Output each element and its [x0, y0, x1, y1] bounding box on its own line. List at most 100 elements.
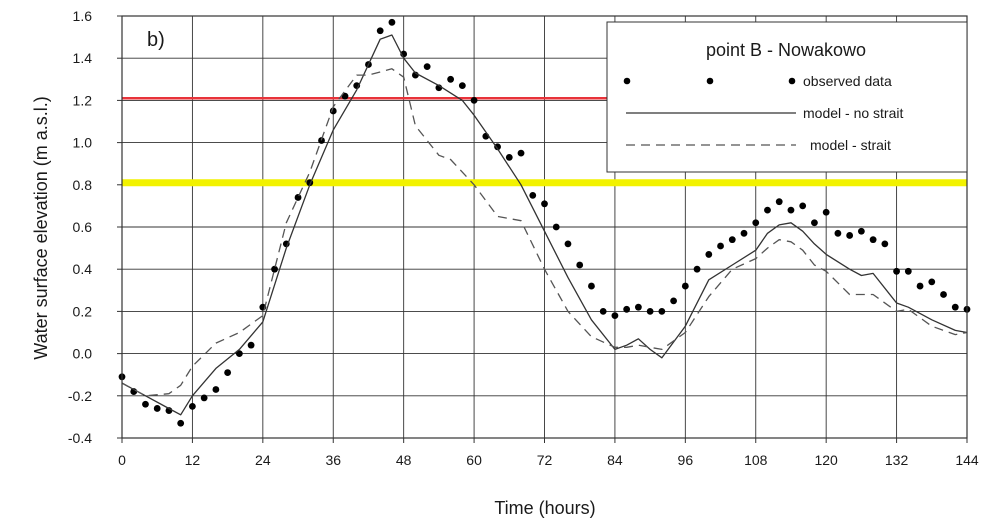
observed-data-point	[951, 303, 959, 311]
legend-box	[606, 21, 968, 173]
y-tick-label: 1.6	[73, 8, 93, 24]
observed-data-point	[846, 232, 854, 239]
y-tick-label: -0.2	[68, 388, 92, 404]
series-layer	[118, 18, 971, 427]
observed-data-point	[670, 297, 677, 305]
observed-data-point	[247, 341, 255, 349]
x-tick-label: 84	[607, 452, 623, 468]
observed-data-point	[646, 308, 654, 315]
observed-data-point	[505, 153, 513, 161]
observed-data-point	[564, 240, 572, 248]
y-tick-label: 0.0	[73, 346, 93, 362]
x-tick-label: 108	[744, 452, 768, 468]
observed-data-point	[447, 75, 455, 83]
legend-label-strait: model - strait	[810, 137, 891, 153]
legend-title: point B - Nowakowo	[706, 40, 866, 60]
y-tick-label: 0.2	[73, 303, 93, 319]
series-line-model-no-strait	[121, 34, 968, 416]
legend-item-observed: observed data	[623, 73, 892, 89]
observed-data-point	[329, 107, 337, 115]
legend-label-no-strait: model - no strait	[803, 105, 903, 121]
observed-data-point	[740, 229, 748, 237]
y-tick-label: 1.0	[73, 135, 93, 151]
panel-label: b)	[147, 29, 165, 51]
x-axis-ticks: 0 12 24 36 48 60 72 84 96 108 120 132 144	[118, 438, 979, 468]
observed-data-point	[623, 305, 631, 313]
observed-data-point	[376, 27, 384, 35]
observed-data-point	[318, 137, 325, 144]
legend-marker-dot	[788, 77, 796, 85]
observed-data-point	[634, 303, 642, 311]
observed-data-point	[787, 206, 795, 214]
y-tick-label: 0.6	[73, 219, 93, 235]
observed-data-point	[834, 229, 842, 237]
observed-data-point	[423, 63, 431, 71]
observed-data-point	[341, 92, 349, 100]
observed-data-point	[916, 282, 924, 290]
x-tick-label: 36	[325, 452, 341, 468]
observed-data-point	[857, 227, 865, 235]
observed-data-point	[904, 267, 912, 275]
x-tick-label: 96	[678, 452, 694, 468]
observed-data-point	[775, 198, 783, 206]
x-tick-label: 120	[814, 452, 838, 468]
observed-data-point	[388, 18, 396, 26]
y-axis-label: Water surface elevation (m a.s.l.)	[31, 96, 51, 359]
observed-data-point	[189, 402, 196, 410]
x-tick-label: 48	[396, 452, 412, 468]
observed-data-point	[940, 291, 947, 298]
observed-data-point	[822, 208, 830, 216]
observed-data-point	[881, 240, 889, 248]
x-tick-label: 12	[185, 452, 201, 468]
legend-item-strait: model - strait	[626, 137, 891, 153]
observed-data-point	[693, 265, 701, 273]
observed-data-point	[752, 219, 760, 227]
observed-data-point	[893, 267, 900, 275]
observed-data-point	[705, 251, 713, 258]
observed-data-point	[599, 308, 607, 315]
observed-data-point	[529, 191, 537, 199]
observed-data-point	[212, 386, 220, 393]
observed-data-point	[153, 405, 161, 412]
x-tick-label: 72	[537, 452, 553, 468]
observed-data-point	[811, 219, 818, 227]
y-tick-label: -0.4	[68, 430, 92, 446]
x-tick-label: 60	[466, 452, 482, 468]
observed-data-point	[142, 400, 149, 408]
legend-marker-dot	[706, 77, 714, 85]
observed-data-point	[470, 97, 478, 104]
x-tick-label: 132	[885, 452, 909, 468]
observed-data-point	[611, 312, 619, 320]
observed-data-point	[224, 369, 232, 376]
x-tick-label: 144	[955, 452, 979, 468]
legend-label-observed: observed data	[803, 73, 892, 89]
observed-data-point	[458, 82, 466, 90]
observed-data-point	[799, 202, 807, 210]
series-line-model-strait	[121, 68, 968, 397]
y-axis-ticks: -0.4 -0.2 0.0 0.2 0.4 0.6 0.8 1.0 1.2 1.4 1.6	[68, 8, 122, 446]
observed-data-point	[271, 265, 278, 273]
observed-data-point	[552, 223, 560, 231]
observed-data-point	[869, 236, 877, 244]
y-tick-label: 1.2	[73, 92, 93, 108]
observed-data-point	[728, 236, 736, 244]
observed-data-point	[764, 206, 771, 214]
legend-marker-dot	[623, 77, 631, 85]
observed-data-point	[494, 143, 501, 151]
observed-data-point	[588, 282, 595, 290]
y-tick-label: 0.8	[73, 177, 93, 193]
legend: point B - Nowakowo observed data model -…	[606, 21, 968, 173]
observed-data-point	[576, 261, 584, 269]
observed-data-point	[541, 200, 548, 208]
observed-data-point	[517, 149, 525, 157]
y-tick-label: 0.4	[73, 261, 93, 277]
observed-data-point	[294, 194, 302, 201]
observed-data-point	[717, 242, 724, 250]
observed-data-point	[658, 308, 666, 315]
x-tick-label: 24	[255, 452, 271, 468]
observed-data-point	[200, 394, 208, 402]
x-axis-label: Time (hours)	[494, 498, 595, 518]
observed-data-point	[177, 419, 185, 427]
y-tick-label: 1.4	[73, 50, 93, 66]
